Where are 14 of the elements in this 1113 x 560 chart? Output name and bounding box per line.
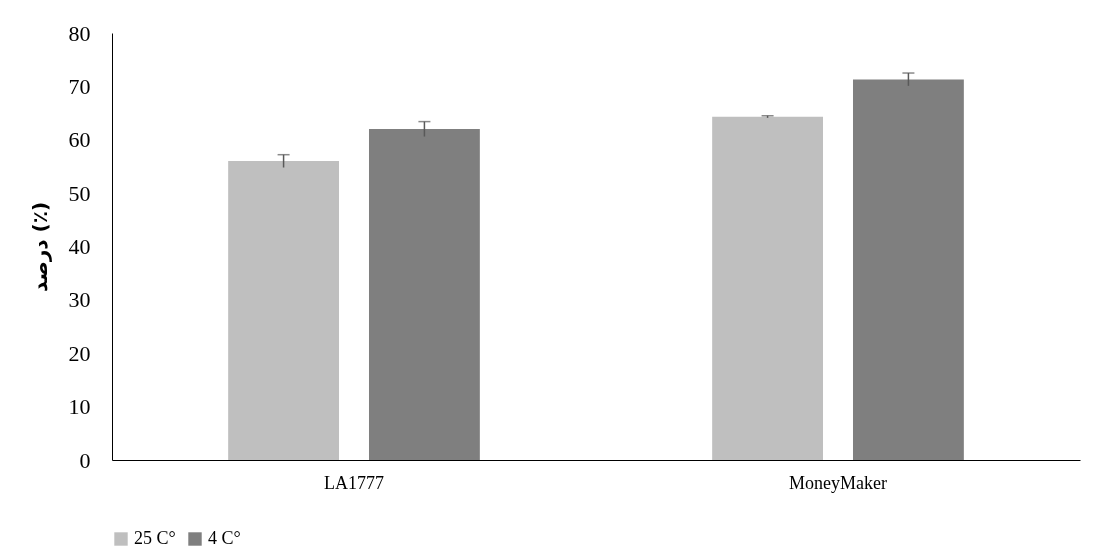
y-tick-label: 80 — [68, 20, 91, 46]
legend-label: 4 C° — [208, 528, 241, 548]
y-tick-label: 0 — [79, 447, 91, 473]
y-tick-label: 30 — [68, 287, 91, 313]
y-tick-label: 10 — [68, 394, 91, 420]
y-tick-label: 20 — [68, 340, 91, 366]
y-axis-title: درصد (٪) — [27, 201, 52, 293]
y-tick-label: 70 — [68, 73, 91, 99]
y-tick-label: 40 — [68, 234, 91, 259]
legend-label: 25 C° — [134, 528, 176, 548]
x-tick-label: MoneyMaker — [789, 472, 887, 493]
x-tick-label: LA1777 — [324, 472, 384, 493]
y-tick-label: 50 — [68, 180, 91, 206]
y-tick-label: 60 — [68, 127, 91, 153]
